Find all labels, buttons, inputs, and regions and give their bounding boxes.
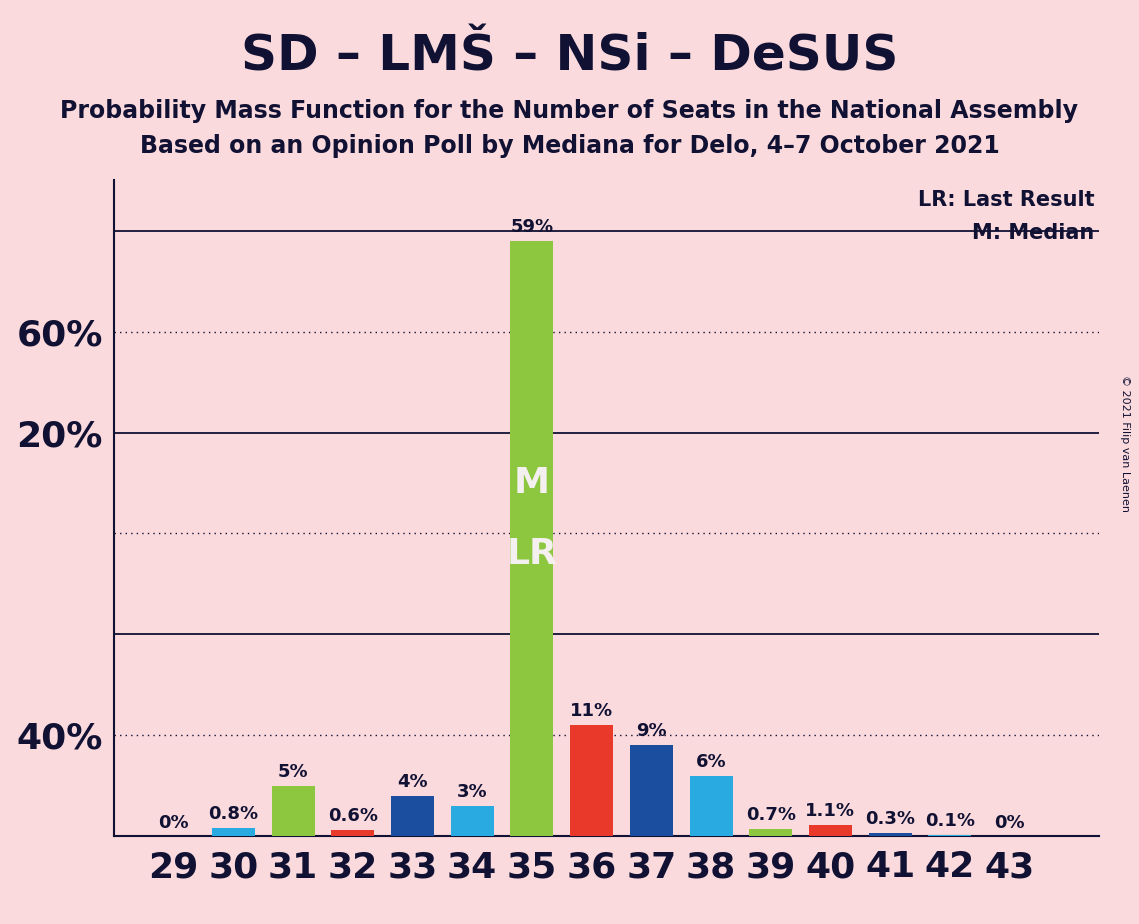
Bar	[928, 835, 972, 836]
Text: LR: LR	[507, 537, 557, 571]
Bar	[571, 725, 613, 836]
Bar	[749, 829, 793, 836]
Bar	[212, 828, 255, 836]
Text: 0.8%: 0.8%	[208, 805, 259, 823]
Text: SD – LMŠ – NSi – DeSUS: SD – LMŠ – NSi – DeSUS	[240, 32, 899, 80]
Text: 3%: 3%	[457, 783, 487, 801]
Text: Probability Mass Function for the Number of Seats in the National Assembly: Probability Mass Function for the Number…	[60, 99, 1079, 123]
Text: 1.1%: 1.1%	[805, 802, 855, 821]
Text: 0%: 0%	[994, 814, 1025, 833]
Bar	[510, 241, 554, 836]
Text: 11%: 11%	[570, 702, 613, 720]
Text: 0.3%: 0.3%	[866, 810, 915, 828]
Text: 9%: 9%	[636, 723, 666, 740]
Text: LR: Last Result: LR: Last Result	[918, 190, 1095, 210]
Bar	[331, 830, 375, 836]
Bar	[451, 806, 493, 836]
Text: 59%: 59%	[510, 218, 554, 236]
Bar	[271, 785, 314, 836]
Text: 0.6%: 0.6%	[328, 808, 378, 825]
Bar	[869, 833, 911, 836]
Text: M: Median: M: Median	[972, 223, 1095, 243]
Text: 0.7%: 0.7%	[746, 806, 796, 824]
Text: 4%: 4%	[398, 772, 428, 791]
Text: 5%: 5%	[278, 762, 309, 781]
Text: 0%: 0%	[158, 814, 189, 833]
Bar	[809, 825, 852, 836]
Bar	[630, 746, 673, 836]
Text: Based on an Opinion Poll by Mediana for Delo, 4–7 October 2021: Based on an Opinion Poll by Mediana for …	[140, 134, 999, 158]
Text: 0.1%: 0.1%	[925, 812, 975, 830]
Bar	[689, 775, 732, 836]
Text: © 2021 Filip van Laenen: © 2021 Filip van Laenen	[1121, 375, 1130, 512]
Text: M: M	[514, 466, 550, 500]
Text: 6%: 6%	[696, 753, 727, 771]
Bar	[391, 796, 434, 836]
